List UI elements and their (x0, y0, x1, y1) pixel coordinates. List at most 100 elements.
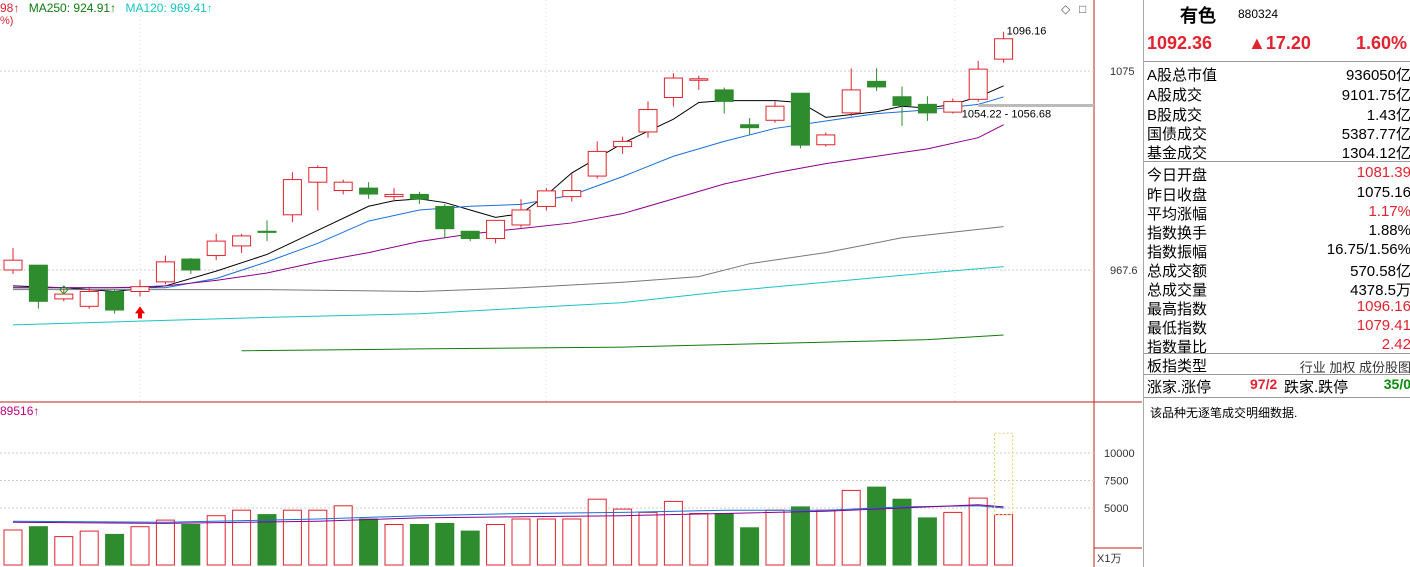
kline-chart[interactable]: 1075 967.6 10000 7500 5000 X1万 1096.16 1054.22 … (0, 0, 1142, 567)
volume-bar (536, 518, 556, 566)
legend-ma250: MA250: 924.91↑ (28, 1, 117, 15)
price-change-pct: 1.60% (1356, 33, 1408, 53)
volume-bar (54, 536, 74, 566)
candle-body (54, 293, 74, 300)
stat-value: 16.75/1.56% (1326, 241, 1410, 258)
volume-bar (282, 509, 302, 566)
stat-row: 基金成交 1304.12亿 (1144, 142, 1410, 162)
buy-arrow-icon (135, 306, 145, 319)
stat-value: 1096.16 (1356, 298, 1410, 315)
candle-body (841, 89, 861, 114)
volume-bar (714, 513, 734, 566)
high-price-label: 1096.16 (1007, 26, 1047, 38)
board-type-value[interactable]: 行业 加权 成份股图 (1299, 360, 1410, 375)
volume-bar (232, 509, 252, 566)
board-type-row: 板指类型 行业 加权 成份股图 (1144, 355, 1410, 375)
candle-body (181, 258, 201, 271)
divider (1144, 61, 1410, 62)
volume-bar (28, 526, 48, 566)
window-icon[interactable]: □ (1079, 2, 1087, 16)
stat-label: 指数振幅 (1147, 244, 1208, 261)
candle-body (714, 89, 734, 102)
candle-body (79, 290, 99, 307)
candle-body (359, 187, 379, 195)
price-tick-label: 967.6 (1110, 265, 1138, 277)
volume-bar (359, 518, 379, 566)
price-tick-label: 1075 (1110, 66, 1134, 78)
stat-row: 最低指数 1079.41 (1144, 317, 1410, 337)
stat-row: 指数振幅 16.75/1.56% (1144, 241, 1410, 261)
divider (1144, 161, 1410, 162)
candle-body (968, 68, 988, 100)
candle-body (917, 103, 937, 114)
volume-bar (790, 506, 810, 566)
diamond-icon[interactable]: ◇ (1061, 2, 1071, 16)
volume-bar (892, 498, 912, 566)
stat-label: 总成交额 (1147, 263, 1208, 280)
stat-value: 1081.39 (1356, 164, 1410, 181)
stat-label: B股成交 (1147, 107, 1203, 124)
stat-label: 国债成交 (1147, 126, 1208, 143)
stat-label: 今日开盘 (1147, 167, 1208, 184)
volume-bar (435, 522, 455, 566)
candle-body (587, 150, 607, 177)
volume-bar (841, 489, 861, 566)
volume-bar (740, 527, 760, 566)
signal-diamond-icon (59, 285, 69, 295)
volume-bar (130, 526, 150, 566)
stat-row: 总成交额 570.58亿 (1144, 260, 1410, 280)
stat-label: A股总市值 (1147, 67, 1218, 84)
candle-body (257, 230, 277, 233)
candle-body (308, 167, 328, 183)
candle-body (460, 230, 480, 240)
stat-value: 5387.77亿 (1341, 126, 1410, 143)
chart-canvas[interactable]: 1075 967.6 10000 7500 5000 X1万 1096.16 1054.22 … (0, 0, 1142, 567)
stat-value: 1075.16 (1356, 184, 1410, 201)
volume-bar (79, 530, 99, 566)
volume-bar (587, 498, 607, 566)
candle-body (816, 134, 836, 146)
stat-row: 指数量比 2.42 (1144, 336, 1410, 356)
down-value: 35/0 (1383, 376, 1410, 392)
legend-ma120: MA120: 969.41↑ (125, 1, 213, 15)
ma-line-ma10 (13, 96, 1004, 289)
stat-row: 昨日收盘 1075.16 (1144, 184, 1410, 204)
volume-bar (409, 524, 429, 566)
candle-body (206, 240, 226, 257)
sector-name: 有色 (1180, 6, 1216, 26)
candle-body (790, 92, 810, 146)
volume-bar (105, 533, 125, 566)
legend-prefix: 98↑ (0, 1, 20, 15)
stat-label: 基金成交 (1147, 145, 1208, 162)
candle-body (28, 264, 48, 302)
candle-body (409, 193, 429, 200)
candle-body (689, 78, 709, 81)
stat-value: 4378.5万 (1350, 282, 1410, 299)
candle-body (155, 261, 175, 283)
stat-row: 今日开盘 1081.39 (1144, 164, 1410, 184)
candle-body (511, 209, 531, 226)
ma-legend: 98↑ MA250: 924.91↑ MA120: 969.41↑ (0, 1, 219, 15)
volume-bar (816, 509, 836, 566)
quote-panel: 有色 880324 1092.36 ▲17.20 1.60% A股总市值 9360… (1143, 0, 1410, 567)
divider (1144, 397, 1410, 398)
ma-line-ma250 (241, 334, 1004, 352)
down-label: 跌家.跌停 (1284, 379, 1349, 396)
volume-bar (181, 524, 201, 566)
volume-tick-label: 5000 (1104, 503, 1128, 515)
candle-body (384, 193, 404, 198)
candle-body (740, 124, 760, 129)
current-price: 1092.36 (1147, 33, 1213, 53)
candle-body (867, 80, 887, 88)
candle-body (994, 38, 1014, 60)
legend-sub: %) (0, 15, 14, 27)
volume-bar (613, 508, 633, 566)
candle-body (613, 140, 633, 148)
candle-body (663, 77, 683, 98)
candle-body (232, 235, 252, 247)
volume-bar (968, 497, 988, 566)
up-label: 涨家.涨停 (1147, 379, 1212, 396)
volume-bar (663, 500, 683, 566)
stat-value: 1304.12亿 (1341, 145, 1410, 162)
volume-bar (3, 529, 23, 566)
